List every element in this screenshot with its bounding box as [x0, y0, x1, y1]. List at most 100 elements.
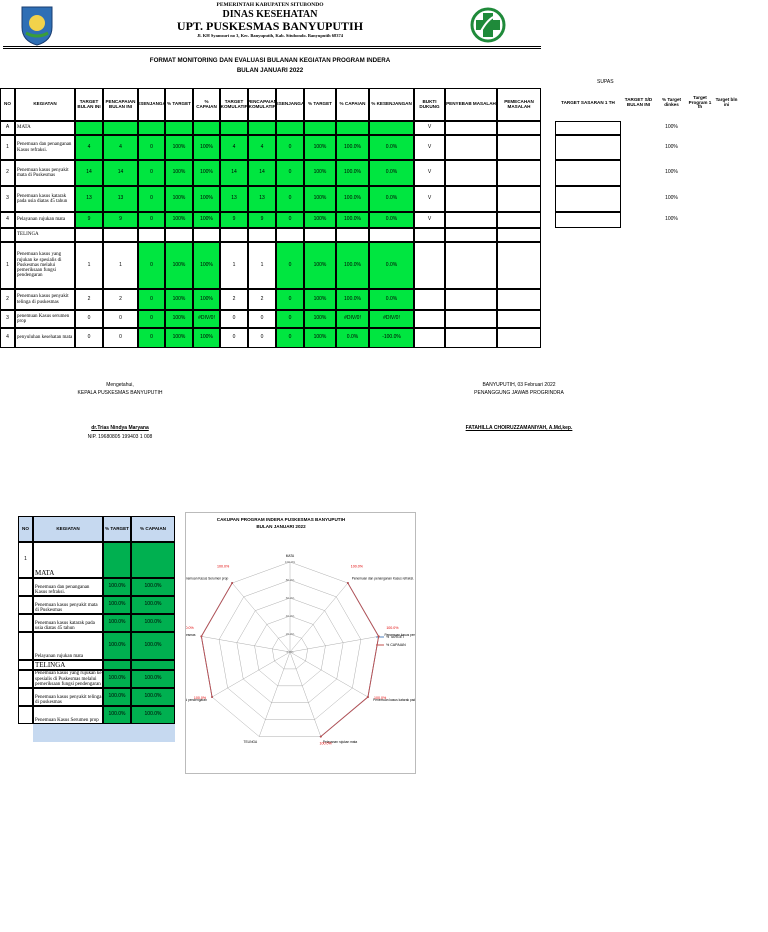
- table-cell: [687, 212, 713, 228]
- table-cell: 100%: [304, 135, 336, 160]
- table-cell: [18, 578, 33, 596]
- table-cell: 100%: [165, 135, 193, 160]
- table-cell: 0: [138, 310, 165, 328]
- category-label: Penemuan dan penanganan Kasus refraksi.: [352, 576, 414, 580]
- table-cell: [687, 186, 713, 212]
- category-label: Penemuan kasus katarak pada usia diatas …: [373, 698, 416, 702]
- table-cell: 0.0%: [369, 160, 414, 186]
- table-cell: TELINGA: [33, 660, 103, 670]
- table-cell: 2: [0, 289, 15, 310]
- table-cell: [304, 228, 336, 242]
- series-point: [211, 696, 214, 698]
- table-cell: [18, 660, 33, 670]
- value-label: 100.0%: [185, 626, 194, 630]
- column-header: PEMECAHAN MASALAH: [497, 88, 541, 121]
- table-cell: Penemuan kasus katarak pada usia diatas …: [15, 186, 75, 212]
- category-label: TELINGA: [244, 740, 259, 744]
- table-cell: 100.0%: [131, 670, 175, 688]
- table-cell: 100.0%: [131, 596, 175, 614]
- table-cell: [414, 228, 445, 242]
- table-cell: 1: [248, 242, 276, 289]
- value-label: 100.0%: [194, 696, 207, 700]
- table-cell: [555, 212, 621, 228]
- spoke: [259, 651, 291, 737]
- table-cell: 100%: [304, 242, 336, 289]
- column-header: PENYEBAB MASALAH: [445, 88, 497, 121]
- table-cell: 100.0%: [103, 670, 131, 688]
- column-header: KEGIATAN: [33, 516, 103, 542]
- table-cell: Penemuan kasus penyakit telinga di puske…: [33, 688, 103, 706]
- table-cell: 14: [75, 160, 103, 186]
- table-cell: Pelayanan rujukan mata: [33, 632, 103, 660]
- table-cell: 0: [138, 186, 165, 212]
- table-cell: 2: [248, 289, 276, 310]
- table-cell: Penemuan Kasus Serumen prop: [33, 706, 103, 724]
- table-cell: [621, 212, 656, 228]
- report-title: FORMAT MONITORING DAN EVALUASI BULANAN K…: [70, 56, 470, 76]
- table-cell: 4: [103, 135, 138, 160]
- table-cell: 4: [220, 135, 248, 160]
- table-cell: 4: [248, 135, 276, 160]
- table-cell: [75, 228, 103, 242]
- table-cell: 100.0%: [131, 632, 175, 660]
- table-cell: [497, 228, 541, 242]
- column-header: PENCAPAIAN BULAN INI: [103, 88, 138, 121]
- table-cell: [75, 121, 103, 135]
- column-header: KESENJANGAN: [138, 88, 165, 121]
- table-cell: 100.0%: [336, 289, 369, 310]
- spoke: [289, 651, 321, 737]
- table-cell: 0: [138, 328, 165, 348]
- department: DINAS KESEHATAN: [222, 9, 318, 20]
- table-cell: MATA: [15, 121, 75, 135]
- table-cell: [18, 632, 33, 660]
- column-header: Target Program 1 th: [688, 94, 712, 110]
- table-cell: [621, 160, 656, 186]
- table-cell: 0: [138, 135, 165, 160]
- table-cell: 2: [220, 289, 248, 310]
- column-header: % TARGET: [103, 516, 131, 542]
- table-cell: 0: [276, 242, 304, 289]
- table-cell: 9: [220, 212, 248, 228]
- table-cell: [336, 121, 369, 135]
- table-cell: V: [414, 135, 445, 160]
- table-cell: [621, 121, 656, 135]
- table-cell: 1: [103, 242, 138, 289]
- signature-name: FATAHILLA CHOIRUZZAMANIYAH, A.Md,kep.: [465, 425, 573, 431]
- table-cell: [445, 186, 497, 212]
- table-cell: 100%: [304, 289, 336, 310]
- signature-text: Mengetahui,: [106, 382, 134, 388]
- table-cell: 2: [103, 289, 138, 310]
- health-logo: [470, 7, 506, 43]
- grid-ring: [236, 597, 344, 703]
- table-cell: [555, 160, 621, 186]
- table-cell: 13: [248, 186, 276, 212]
- title-line: BULAN JANUARI 2022: [236, 67, 304, 74]
- table-cell: 100%: [165, 328, 193, 348]
- category-label: Penemuan kasus yang rujukan ke spesialis…: [185, 698, 207, 702]
- unit-name: UPT. PUSKESMAS BANYUPUTIH: [176, 19, 364, 33]
- table-cell: #DIV/0!: [369, 310, 414, 328]
- table-cell: [276, 228, 304, 242]
- table-cell: [414, 289, 445, 310]
- table-cell: [369, 121, 414, 135]
- table-cell: Penemuan kasus katarak pada usia diatas …: [33, 614, 103, 632]
- table-cell: [445, 121, 497, 135]
- table-cell: [414, 242, 445, 289]
- column-header: TARGET S/D BULAN INI: [624, 97, 653, 107]
- table-cell: 100%: [304, 310, 336, 328]
- table-cell: 0: [248, 328, 276, 348]
- table-cell: [131, 660, 175, 670]
- legend-label: % TARGET: [386, 635, 405, 639]
- table-cell: 0.0%: [369, 242, 414, 289]
- table-cell: 100%: [665, 195, 678, 202]
- table-cell: penyuluhan kesehatan mata: [15, 328, 75, 348]
- table-cell: 0: [138, 212, 165, 228]
- table-cell: [414, 310, 445, 328]
- table-cell: [445, 135, 497, 160]
- column-header: % CAPAIAN: [193, 88, 220, 121]
- series-point: [231, 582, 234, 585]
- blank-row: [33, 724, 175, 742]
- table-cell: [713, 121, 740, 135]
- table-cell: [248, 121, 276, 135]
